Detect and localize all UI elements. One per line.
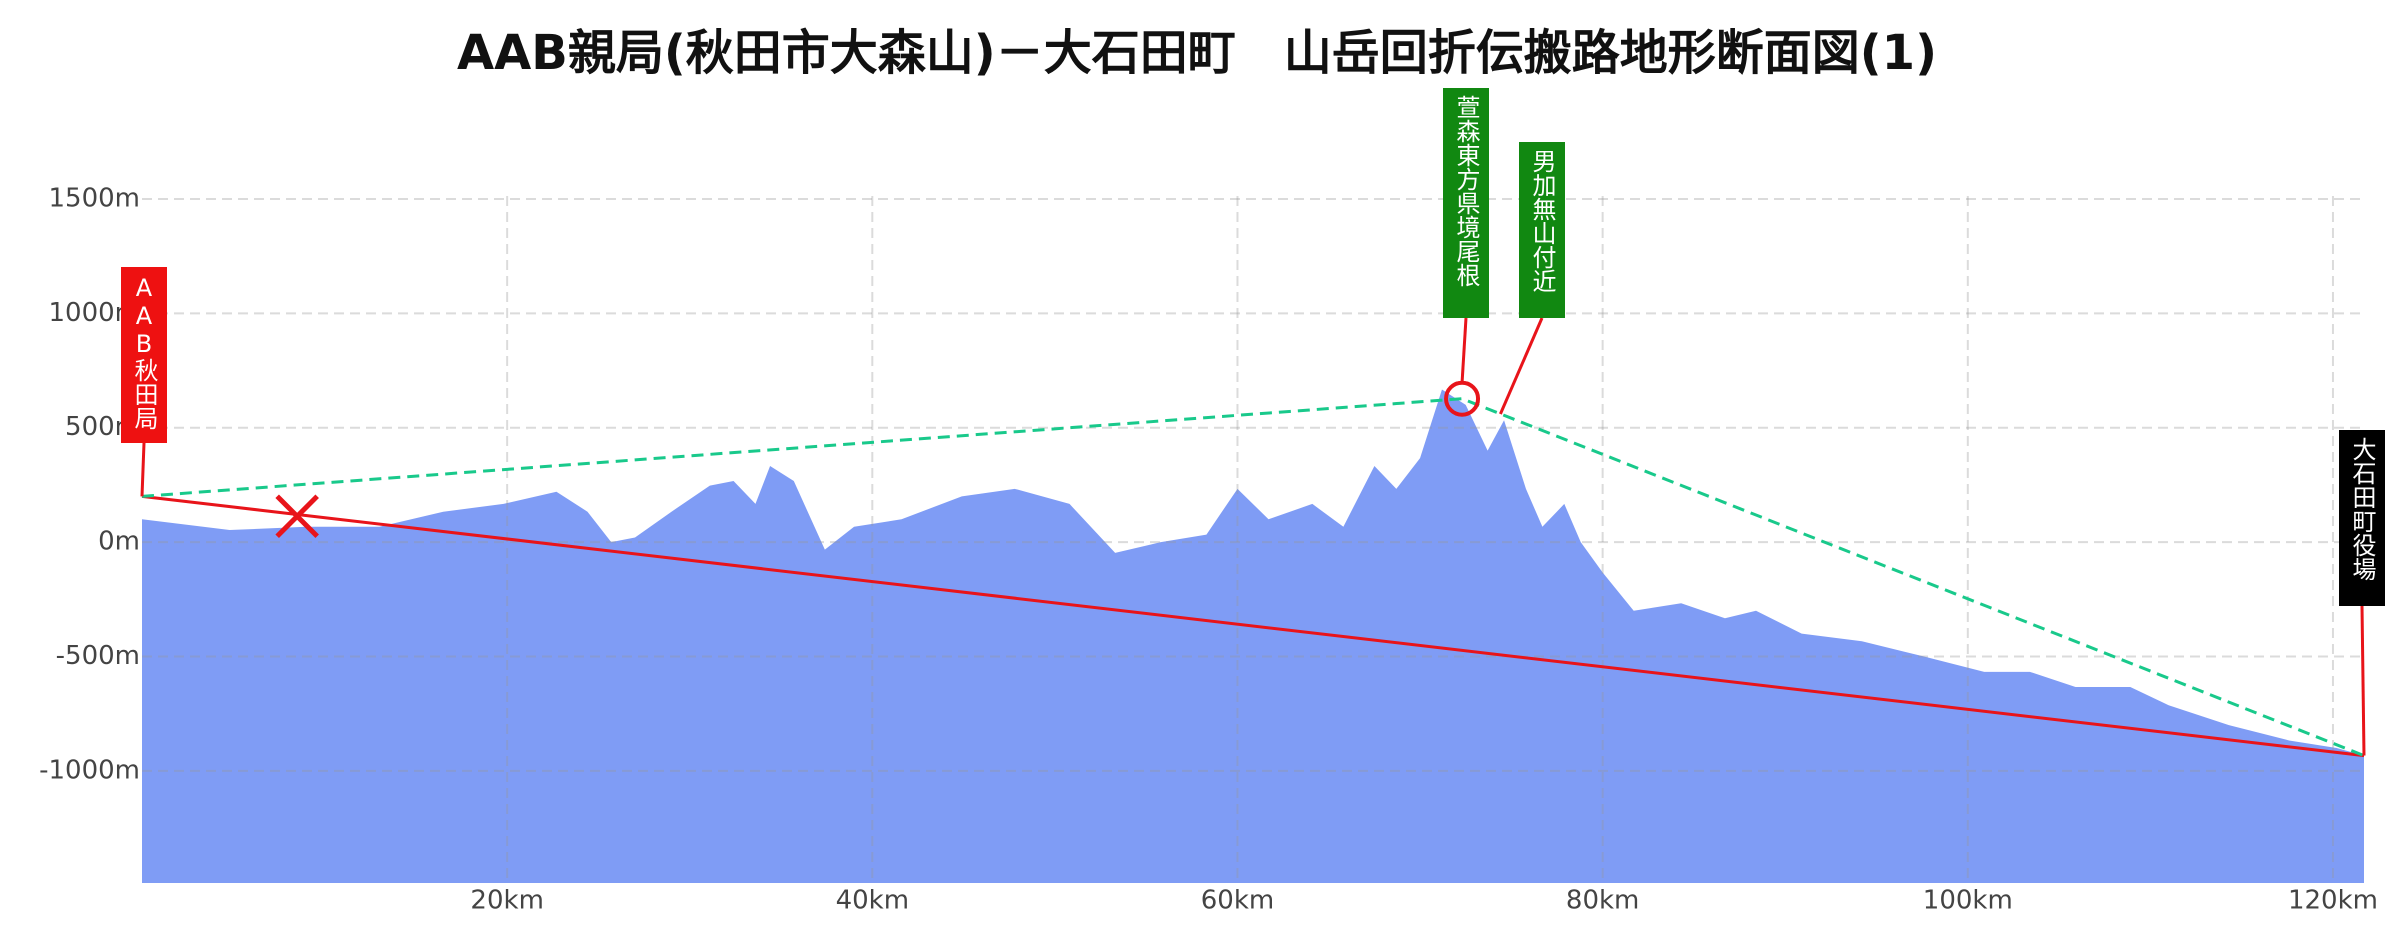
- label-box: [1443, 88, 1489, 318]
- chart-title: AAB親局(秋田市大森山)－大石田町 山岳回折伝搬路地形断面図(1): [457, 25, 1937, 81]
- leader-line: [2360, 605, 2366, 756]
- x-tick-label: 100km: [1923, 886, 2013, 916]
- annotation-label: 萱森東方県境尾根: [1452, 95, 1480, 287]
- path-line: [141, 397, 2365, 757]
- path-line: [141, 494, 2365, 758]
- x-tick-label: 60km: [1201, 886, 1274, 916]
- y-tick-label: 1500m: [49, 183, 141, 213]
- x-tick-label: 40km: [836, 886, 909, 916]
- label-box: [121, 267, 167, 443]
- terrain-area: [142, 389, 2364, 883]
- y-tick-label: -500m: [56, 641, 140, 671]
- annotation-label: 男加無山付近: [1528, 149, 1556, 293]
- x-tick-label: 120km: [2288, 886, 2378, 916]
- label-box: [1519, 142, 1565, 318]
- cross-marker: [275, 494, 319, 539]
- leader-line: [1499, 317, 1544, 415]
- x-tick-label: 80km: [1566, 886, 1639, 916]
- y-tick-label: 0m: [98, 527, 140, 557]
- y-tick-label: -1000m: [39, 755, 140, 785]
- leader-line: [140, 442, 146, 497]
- x-tick-label: 20km: [470, 886, 543, 916]
- annotation-label: 大石田町役場: [2348, 437, 2376, 581]
- label-box: [2339, 430, 2385, 606]
- leader-line: [1460, 317, 1468, 383]
- annotation-label: AAB秋田局: [130, 274, 158, 430]
